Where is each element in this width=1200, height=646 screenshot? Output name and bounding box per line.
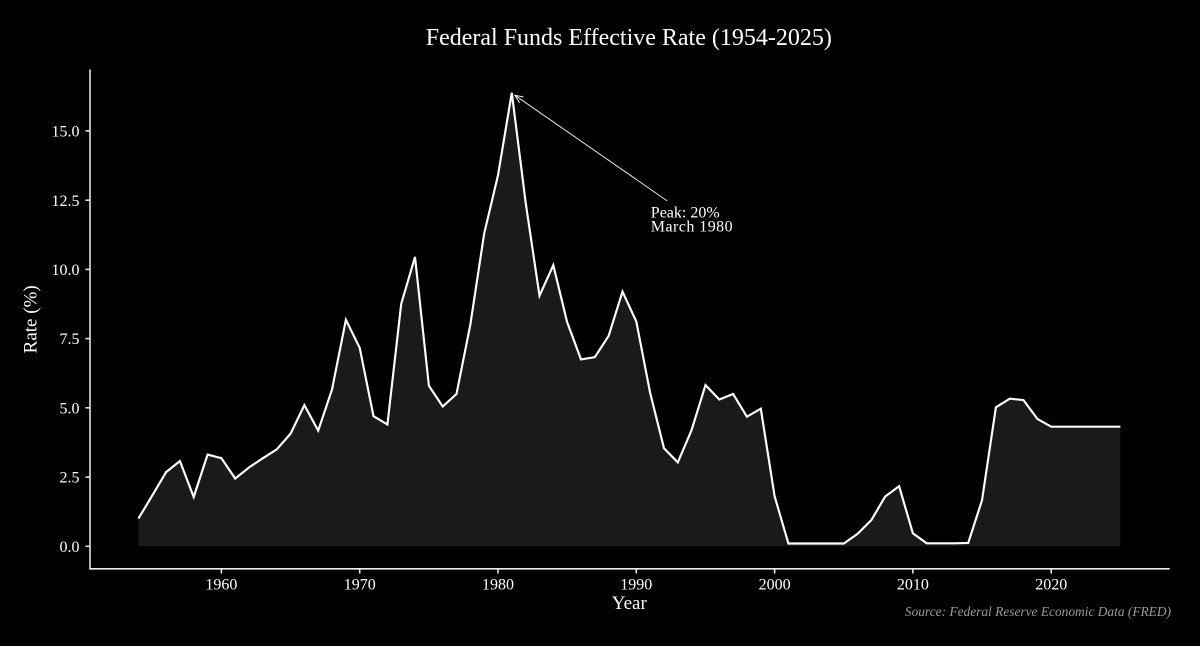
- svg-text:Peak: 20%: Peak: 20%: [651, 205, 720, 222]
- svg-text:1990: 1990: [620, 577, 652, 594]
- svg-text:2020: 2020: [1035, 577, 1067, 594]
- svg-text:Rate (%): Rate (%): [21, 285, 42, 353]
- svg-text:1970: 1970: [344, 577, 376, 594]
- svg-text:7.5: 7.5: [60, 331, 80, 348]
- svg-text:1960: 1960: [205, 577, 237, 594]
- svg-text:0.0: 0.0: [60, 539, 80, 556]
- svg-text:15.0: 15.0: [52, 124, 80, 141]
- svg-text:March 1980: March 1980: [651, 219, 733, 236]
- svg-text:12.5: 12.5: [52, 193, 80, 210]
- svg-text:2010: 2010: [897, 577, 929, 594]
- svg-text:1980: 1980: [482, 577, 514, 594]
- svg-text:10.0: 10.0: [52, 262, 80, 279]
- svg-text:2.5: 2.5: [60, 470, 80, 487]
- svg-text:Federal Funds Effective Rate (: Federal Funds Effective Rate (1954-2025): [426, 25, 832, 51]
- svg-text:5.0: 5.0: [60, 400, 80, 417]
- svg-text:2000: 2000: [759, 577, 791, 594]
- svg-text:Source: Federal Reserve Econom: Source: Federal Reserve Economic Data (F…: [905, 604, 1172, 619]
- svg-text:Year: Year: [612, 593, 648, 614]
